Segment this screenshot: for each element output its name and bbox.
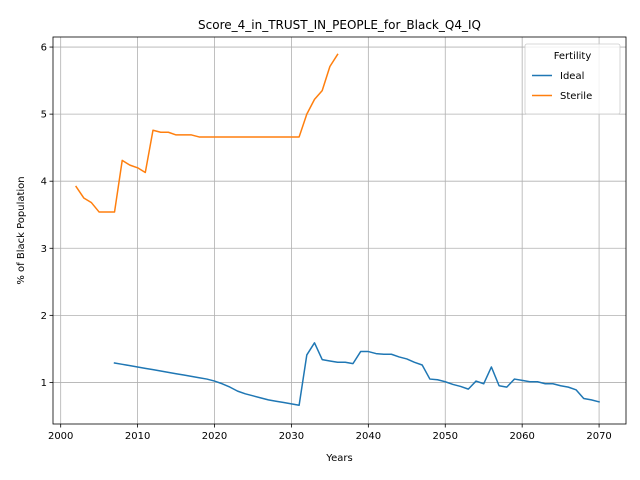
y-tick-label: 4 xyxy=(41,177,47,188)
x-axis-label: Years xyxy=(325,453,352,464)
axis-ticks: 2000 2010 2020 2030 2040 2050 2060 2070 1 2 3 4 5 6 xyxy=(41,43,612,442)
legend-label-ideal: Ideal xyxy=(560,71,584,82)
series-layer xyxy=(75,53,600,406)
x-tick-label: 2030 xyxy=(279,431,304,442)
x-tick-label: 2050 xyxy=(433,431,458,442)
legend-box xyxy=(524,43,621,115)
y-axis-label: % of Black Population xyxy=(16,176,27,284)
x-tick-label: 2040 xyxy=(356,431,381,442)
x-tick-label: 2070 xyxy=(586,431,611,442)
y-tick-label: 1 xyxy=(41,378,47,389)
x-tick-label: 2020 xyxy=(202,431,227,442)
series-line-sterile xyxy=(75,53,339,213)
chart-title: Score_4_in_TRUST_IN_PEOPLE_for_Black_Q4_… xyxy=(198,18,481,32)
series-line-ideal xyxy=(113,342,600,406)
y-tick-label: 5 xyxy=(41,110,47,121)
axes-frame xyxy=(52,36,627,425)
x-tick-label: 2000 xyxy=(48,431,73,442)
x-tick-label: 2060 xyxy=(509,431,534,442)
legend-label-sterile: Sterile xyxy=(560,91,592,102)
legend-title: Fertility xyxy=(554,51,592,62)
y-tick-label: 3 xyxy=(41,244,47,255)
y-tick-label: 2 xyxy=(41,311,47,322)
x-tick-label: 2010 xyxy=(125,431,150,442)
y-tick-label: 6 xyxy=(41,43,47,54)
legend: Fertility Ideal Sterile xyxy=(524,43,621,115)
